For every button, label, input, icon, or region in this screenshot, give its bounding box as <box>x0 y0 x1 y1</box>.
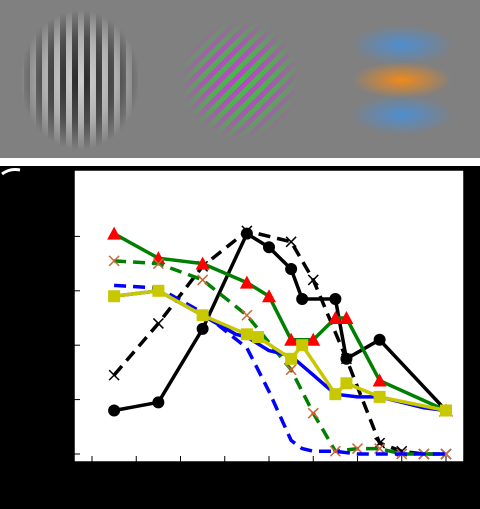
data-point <box>107 226 122 240</box>
data-point <box>152 317 164 329</box>
data-point <box>307 274 319 286</box>
data-point <box>263 241 275 254</box>
data-point <box>373 390 386 403</box>
arrow-hook-icon <box>1 168 21 176</box>
data-point <box>241 309 253 321</box>
data-point <box>307 407 319 419</box>
data-point <box>152 284 165 297</box>
data-point <box>329 292 342 305</box>
data-point <box>251 331 264 344</box>
data-point <box>306 332 321 346</box>
plot-area <box>73 169 465 463</box>
data-point <box>296 339 309 352</box>
data-point <box>239 275 254 289</box>
data-point <box>108 290 121 303</box>
series-6 <box>108 284 452 417</box>
data-point <box>108 255 120 267</box>
data-point <box>340 353 352 365</box>
series-layer <box>74 225 453 462</box>
data-point <box>328 311 343 324</box>
data-point <box>351 443 364 455</box>
data-point <box>285 236 297 248</box>
data-point <box>284 332 299 346</box>
data-point <box>197 274 209 286</box>
data-point <box>339 311 354 324</box>
data-point <box>240 328 253 341</box>
data-point <box>329 388 342 401</box>
data-point <box>285 364 297 376</box>
data-point <box>195 256 210 270</box>
data-point <box>374 443 386 455</box>
stimulus-svg <box>20 10 454 150</box>
data-point <box>373 333 386 346</box>
data-point <box>152 396 165 409</box>
data-point <box>262 289 276 303</box>
data-point <box>196 322 209 335</box>
data-point <box>241 225 253 237</box>
data-point <box>329 445 341 457</box>
data-point <box>152 258 164 270</box>
data-point <box>340 377 353 390</box>
data-point <box>108 404 121 417</box>
stimulus-strip <box>0 0 480 160</box>
data-point <box>285 263 298 276</box>
oblique-color-grating-stimulus <box>180 20 300 140</box>
horizontal-color-blob-stimulus <box>350 25 454 135</box>
vertical-grating-stimulus <box>20 10 140 150</box>
data-point <box>296 292 309 305</box>
data-point <box>285 352 298 365</box>
data-point <box>440 404 452 417</box>
data-point <box>372 373 387 387</box>
data-point <box>374 437 386 449</box>
data-point <box>440 448 452 460</box>
data-point <box>108 369 120 381</box>
separator-bar <box>0 158 480 166</box>
data-point <box>196 309 209 322</box>
